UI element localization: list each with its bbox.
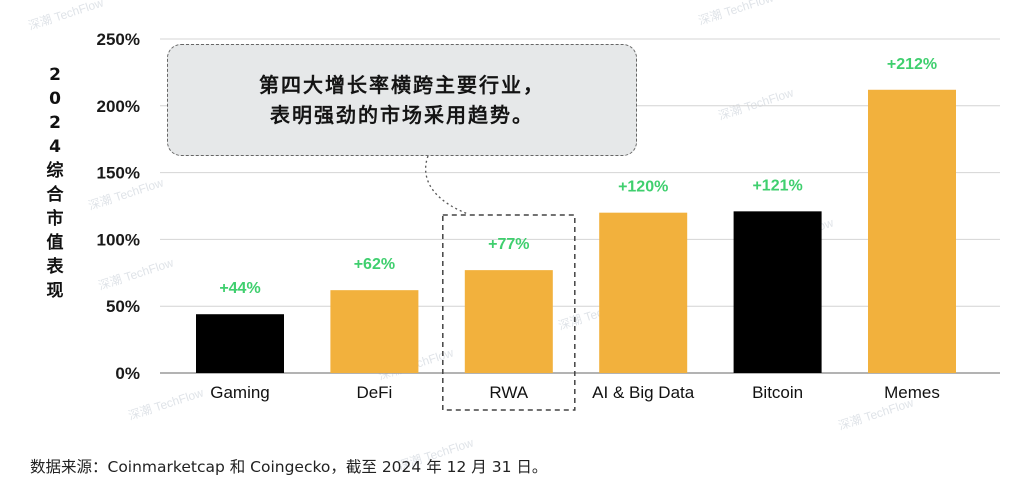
highlight-box-layer [442, 214, 576, 411]
category-label-rwa: RWA [489, 383, 528, 402]
data-label-gaming: +44% [219, 280, 260, 297]
y-axis-label-char-1: 0 [49, 89, 61, 109]
y-tick-label-100: 100% [97, 230, 140, 249]
data-label-bitcoin: +121% [752, 177, 802, 194]
y-tick-label-200: 200% [97, 97, 140, 116]
y-axis-label-char-6: 市 [47, 208, 64, 229]
callout-line-1: 第四大增长率横跨主要行业， [259, 73, 545, 97]
bar-gaming [196, 314, 284, 373]
watermark-3: 深潮 TechFlow [716, 84, 795, 122]
y-axis-label-char-5: 合 [47, 184, 65, 205]
category-label-defi: DeFi [356, 383, 392, 402]
watermark-6: 深潮 TechFlow [126, 384, 205, 422]
bar-ai-big-data [599, 212, 688, 373]
y-axis-label-char-4: 综 [47, 160, 64, 181]
data-labels: +44% +62% +77% +120% +121% +212% [219, 56, 937, 297]
y-axis-label-char-7: 值 [47, 232, 64, 253]
highlight-box-rwa [442, 214, 576, 411]
bar-memes [868, 89, 956, 373]
watermark-4: 深潮 TechFlow [96, 254, 175, 292]
y-tick-label-50: 50% [106, 297, 140, 316]
data-label-defi: +62% [354, 256, 395, 273]
category-label-bitcoin: Bitcoin [752, 383, 803, 402]
bar-bitcoin [733, 211, 822, 373]
y-axis-label-char-3: 4 [49, 137, 61, 157]
y-axis-label-char-9: 现 [47, 281, 64, 301]
y-tick-label-0: 0% [115, 364, 140, 383]
y-tick-label-150: 150% [97, 164, 140, 183]
watermark-1: 深潮 TechFlow [696, 0, 775, 28]
y-axis-ticks: 0% 50% 100% 150% 200% 250% [97, 30, 140, 383]
callout-line-2: 表明强劲的市场采用趋势。 [270, 103, 534, 127]
callout-box: 第四大增长率横跨主要行业， 表明强劲的市场采用趋势。 [167, 44, 637, 156]
callout-connector [424, 155, 469, 215]
data-label-ai-big-data: +120% [618, 179, 668, 196]
bars [196, 89, 956, 373]
category-label-memes: Memes [884, 383, 940, 402]
category-label-ai-big-data: AI & Big Data [592, 383, 695, 402]
y-axis-label-char-2: 2 [49, 113, 61, 133]
bar-defi [330, 290, 419, 373]
data-label-rwa: +77% [488, 236, 529, 253]
category-label-gaming: Gaming [210, 383, 270, 402]
watermark-0: 深潮 TechFlow [26, 0, 105, 33]
source-note: 数据来源：Coinmarketcap 和 Coingecko，截至 2024 年… [30, 458, 548, 476]
bar-rwa [464, 270, 553, 373]
category-labels: Gaming DeFi RWA AI & Big Data Bitcoin Memes [210, 383, 940, 402]
y-axis-label-char-8: 表 [47, 256, 65, 277]
y-tick-label-250: 250% [97, 30, 140, 49]
y-axis-label-char-0: 2 [49, 65, 61, 85]
data-label-memes: +212% [887, 56, 937, 73]
